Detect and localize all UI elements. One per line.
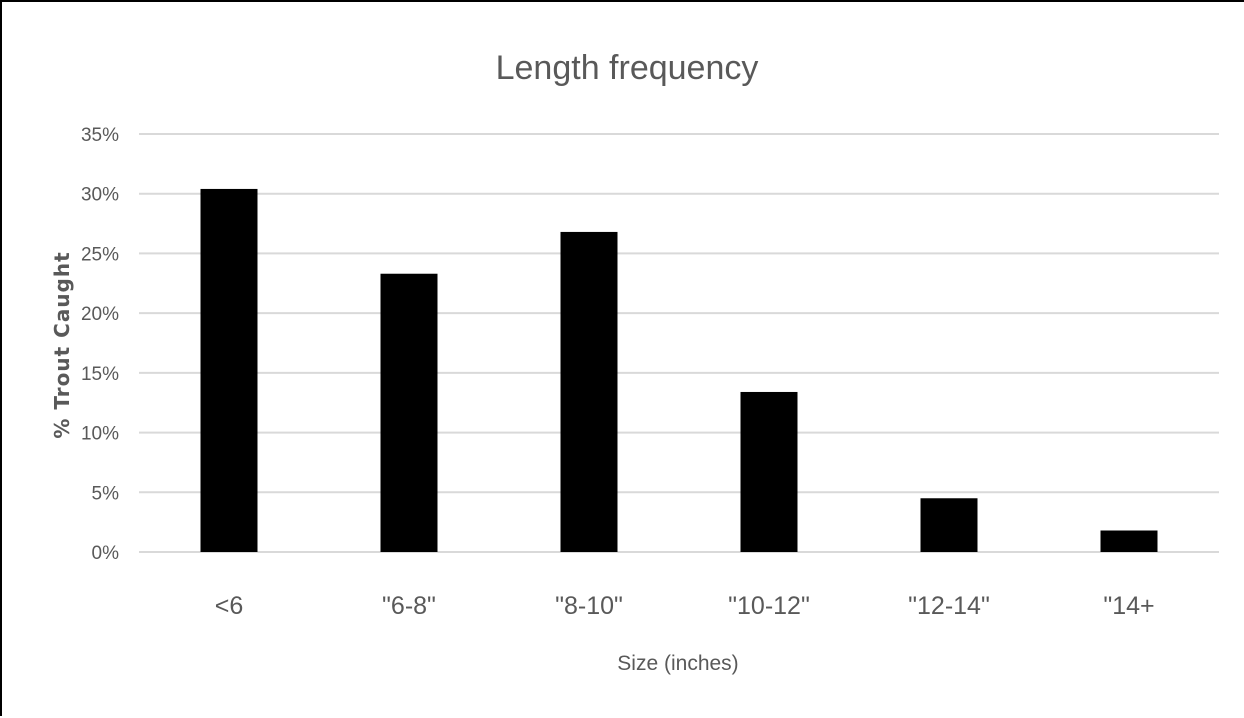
y-tick-label: 5%	[92, 483, 120, 504]
bars	[201, 189, 1158, 552]
y-axis-title: % Trout Caught	[50, 251, 74, 438]
bar	[561, 232, 618, 552]
y-tick-label: 25%	[81, 244, 119, 265]
x-axis-title: Size (inches)	[617, 652, 738, 675]
bar	[1101, 531, 1158, 552]
x-axis-ticks: <6 "6-8" "8-10" "10-12" "12-14" "14+	[215, 592, 1155, 620]
x-tick-label: "14+	[1103, 592, 1154, 620]
y-tick-label: 0%	[92, 543, 120, 564]
y-axis-ticks: 0% 5% 10% 15% 20% 25% 30% 35%	[81, 125, 119, 564]
bar	[741, 392, 798, 552]
y-tick-label: 35%	[81, 125, 119, 146]
bar	[921, 498, 978, 552]
y-tick-label: 20%	[81, 304, 119, 325]
y-tick-label: 10%	[81, 424, 119, 445]
y-tick-label: 30%	[81, 185, 119, 206]
x-tick-label: <6	[215, 592, 244, 620]
x-tick-label: "6-8"	[382, 592, 436, 620]
chart-title: Length frequency	[496, 49, 759, 87]
y-tick-label: 15%	[81, 364, 119, 385]
x-tick-label: "10-12"	[728, 592, 810, 620]
gridlines	[139, 134, 1219, 552]
x-tick-label: "8-10"	[555, 592, 623, 620]
x-tick-label: "12-14"	[908, 592, 990, 620]
bar	[381, 274, 438, 552]
bar	[201, 189, 258, 552]
